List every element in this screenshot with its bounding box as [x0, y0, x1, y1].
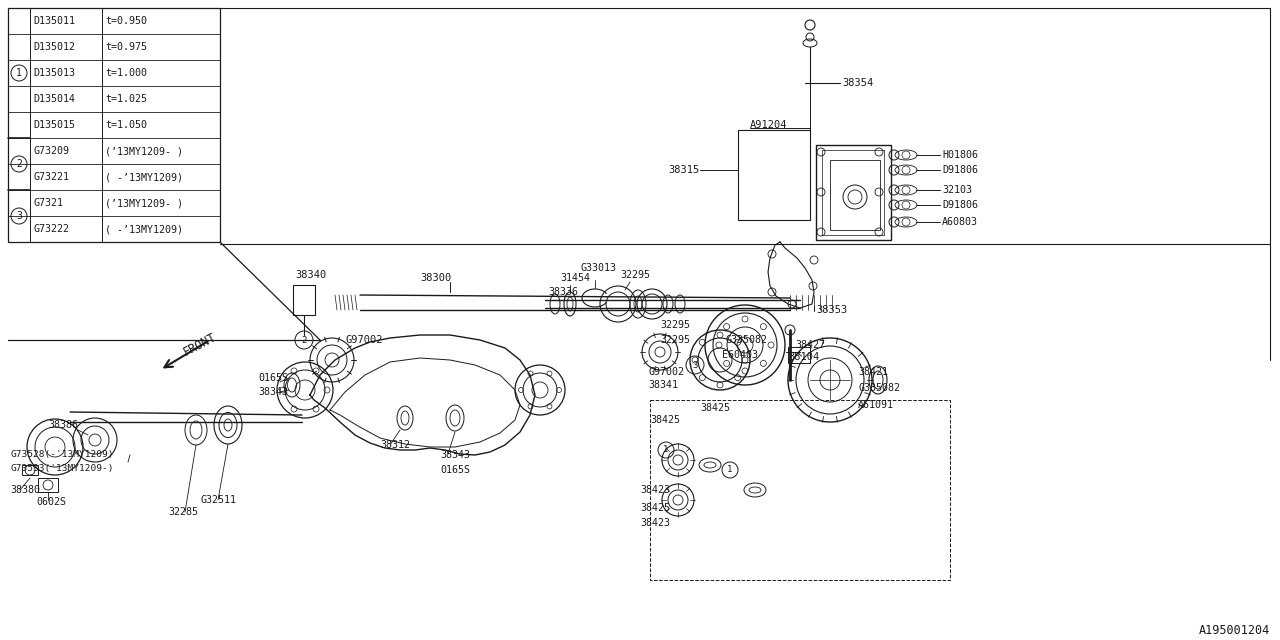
Bar	[8, 8, 220, 242]
Text: (’13MY1209- ): (’13MY1209- )	[105, 146, 183, 156]
Text: 38341: 38341	[648, 380, 678, 390]
Text: 1: 1	[17, 68, 22, 78]
Text: 2: 2	[301, 335, 307, 344]
Text: t=0.975: t=0.975	[105, 42, 147, 52]
Text: G97002: G97002	[346, 335, 383, 345]
Bar	[739, 130, 810, 220]
Text: G7321: G7321	[33, 198, 63, 208]
Text: G73528(-'13MY1209): G73528(-'13MY1209)	[10, 451, 114, 460]
Text: 38354: 38354	[842, 78, 873, 88]
Text: A91204: A91204	[750, 120, 787, 130]
Text: ( -’13MY1209): ( -’13MY1209)	[105, 172, 183, 182]
Text: 38423: 38423	[640, 485, 669, 495]
Text: G335082: G335082	[724, 335, 767, 345]
Text: 0165S: 0165S	[259, 373, 288, 383]
Text: A60803: A60803	[942, 217, 978, 227]
Text: D135012: D135012	[33, 42, 76, 52]
Text: G97002: G97002	[648, 367, 684, 377]
Text: 0602S: 0602S	[36, 497, 67, 507]
Text: 38104: 38104	[788, 352, 819, 362]
Text: 0165S: 0165S	[440, 465, 470, 475]
Text: G73533('13MY1209-): G73533('13MY1209-)	[10, 463, 114, 472]
Text: G32511: G32511	[200, 495, 236, 505]
Text: A61091: A61091	[858, 400, 893, 410]
Text: D135011: D135011	[33, 16, 76, 26]
Text: FRONT: FRONT	[182, 331, 219, 359]
Text: t=0.950: t=0.950	[105, 16, 147, 26]
Bar	[788, 347, 810, 363]
Text: (’13MY1209- ): (’13MY1209- )	[105, 198, 183, 208]
Text: E60403: E60403	[722, 350, 758, 360]
Text: 38421: 38421	[858, 367, 888, 377]
Text: 31454: 31454	[561, 273, 590, 283]
Text: 38340: 38340	[294, 270, 326, 280]
Text: D135015: D135015	[33, 120, 76, 130]
Text: 38427: 38427	[795, 340, 826, 350]
Text: G33013: G33013	[580, 263, 616, 273]
Text: 38312: 38312	[380, 440, 410, 450]
Text: 38425: 38425	[640, 503, 669, 513]
Text: 38343: 38343	[440, 450, 470, 460]
Text: 1: 1	[663, 445, 668, 454]
Text: G73221: G73221	[33, 172, 69, 182]
Text: 32103: 32103	[942, 185, 972, 195]
Text: D91806: D91806	[942, 200, 978, 210]
Text: 32295: 32295	[660, 335, 690, 345]
Text: 1: 1	[727, 465, 732, 474]
Text: 32295: 32295	[660, 320, 690, 330]
Text: t=1.050: t=1.050	[105, 120, 147, 130]
Text: D91806: D91806	[942, 165, 978, 175]
Text: ( -’13MY1209): ( -’13MY1209)	[105, 224, 183, 234]
Text: D135013: D135013	[33, 68, 76, 78]
Text: 2: 2	[17, 159, 22, 169]
Text: t=1.025: t=1.025	[105, 94, 147, 104]
Text: 32285: 32285	[168, 507, 198, 517]
Text: 3: 3	[17, 211, 22, 221]
Text: 38425: 38425	[650, 415, 680, 425]
Text: A195001204: A195001204	[1199, 623, 1270, 637]
Text: 38425: 38425	[700, 403, 730, 413]
Bar	[817, 145, 891, 240]
Text: 38300: 38300	[420, 273, 452, 283]
Text: 38380: 38380	[10, 485, 40, 495]
Text: 32295: 32295	[620, 270, 650, 280]
Text: G335082: G335082	[858, 383, 900, 393]
Text: 38353: 38353	[817, 305, 847, 315]
Text: t=1.000: t=1.000	[105, 68, 147, 78]
Bar	[829, 160, 881, 230]
Text: D135014: D135014	[33, 94, 76, 104]
Text: 3: 3	[692, 360, 698, 369]
Text: 38343: 38343	[259, 387, 288, 397]
Text: 38423: 38423	[640, 518, 669, 528]
Bar	[38, 478, 58, 492]
Bar	[293, 285, 315, 315]
Text: 38386: 38386	[49, 420, 78, 430]
Bar	[22, 465, 38, 475]
Text: 38315: 38315	[668, 165, 700, 175]
Text: 38336: 38336	[548, 287, 579, 297]
Text: H01806: H01806	[942, 150, 978, 160]
Text: G73222: G73222	[33, 224, 69, 234]
Text: G73209: G73209	[33, 146, 69, 156]
